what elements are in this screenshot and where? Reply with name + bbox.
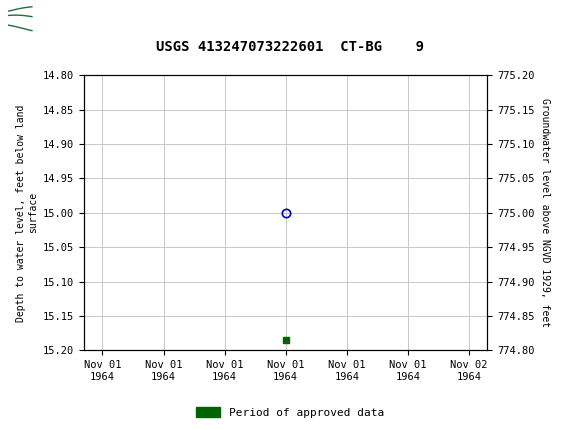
Bar — [6, 3, 64, 37]
Y-axis label: Depth to water level, feet below land
surface: Depth to water level, feet below land su… — [16, 104, 38, 322]
Text: USGS 413247073222601  CT-BG    9: USGS 413247073222601 CT-BG 9 — [156, 40, 424, 54]
Y-axis label: Groundwater level above NGVD 1929, feet: Groundwater level above NGVD 1929, feet — [540, 98, 550, 327]
Legend: Period of approved data: Period of approved data — [191, 403, 389, 422]
Text: USGS: USGS — [70, 12, 125, 29]
